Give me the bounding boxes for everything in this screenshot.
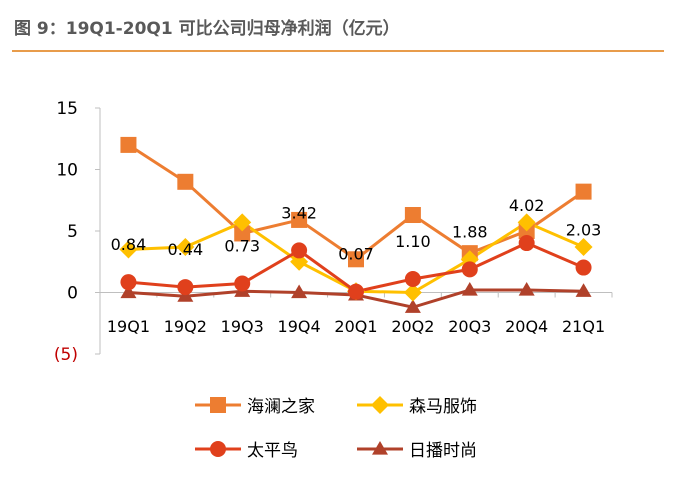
data-point [177, 173, 194, 190]
x-tick-label: 21Q1 [562, 317, 605, 336]
legend-item: 日播时尚 [357, 441, 477, 461]
data-point [575, 183, 592, 200]
data-point [120, 136, 137, 153]
legend-item: 海澜之家 [195, 397, 315, 417]
data-label: 1.88 [452, 222, 488, 241]
data-point [518, 235, 535, 252]
data-point [291, 284, 308, 299]
data-point [574, 237, 593, 256]
data-point [120, 284, 137, 299]
x-tick-label: 20Q2 [391, 317, 434, 336]
legend-item: 太平鸟 [195, 441, 298, 461]
data-point [234, 275, 251, 292]
legend-marker [372, 441, 388, 455]
data-point [291, 242, 308, 259]
data-point [233, 213, 252, 232]
data-labels: 0.84 0.44 0.73 3.42 0.07 1.10 1.88 4.02 2.03 [111, 196, 602, 264]
data-label: 0.07 [338, 245, 374, 264]
legend-label: 森马服饰 [409, 397, 477, 417]
data-point [291, 211, 308, 228]
legend-item: 森马服饰 [357, 396, 477, 417]
x-tick-label: 19Q2 [164, 317, 207, 336]
data-label: 0.44 [168, 240, 204, 259]
data-point [348, 251, 364, 268]
data-point [575, 283, 592, 297]
legend-marker [371, 396, 389, 414]
data-point [518, 282, 535, 296]
legend-label: 太平鸟 [247, 441, 298, 461]
data-point [517, 213, 536, 232]
title-divider [12, 50, 664, 52]
x-tick-label: 20Q3 [448, 317, 491, 336]
chart-title: 图 9：19Q1-20Q1 可比公司归母净利润（亿元） [14, 19, 400, 39]
x-tick-label: 20Q1 [334, 317, 377, 336]
data-point [120, 274, 137, 291]
legend-marker [210, 441, 226, 457]
data-point [404, 207, 421, 224]
data-point [404, 270, 421, 287]
chart-axes: 15 10 5 0 (5) 19Q1 19Q2 19Q3 19Q4 20Q1 20Q2 20Q3 20Q… [54, 99, 613, 365]
data-point [348, 283, 364, 300]
data-label: 2.03 [566, 221, 602, 240]
y-tick-label: 0 [67, 284, 78, 304]
data-point [119, 240, 138, 259]
data-label: 0.73 [224, 237, 260, 256]
y-tick-label: (5) [54, 345, 78, 365]
series-markers [119, 136, 593, 313]
data-label: 3.42 [281, 203, 317, 222]
data-point [234, 225, 251, 242]
x-tick-label: 20Q4 [505, 317, 548, 336]
data-point [461, 261, 478, 278]
x-tick-label: 19Q3 [221, 317, 264, 336]
x-tick-label: 19Q1 [107, 317, 150, 336]
data-point [461, 282, 478, 296]
y-tick-label: 15 [56, 99, 78, 119]
legend-marker [210, 397, 226, 413]
data-point [290, 252, 309, 271]
data-point [404, 299, 421, 313]
data-label: 1.10 [395, 232, 431, 251]
data-point [176, 237, 195, 256]
data-point [177, 279, 194, 296]
x-tick-label: 19Q4 [278, 317, 321, 336]
data-label: 4.02 [509, 196, 545, 215]
data-point [403, 283, 422, 302]
data-label: 0.84 [111, 235, 147, 254]
y-tick-label: 10 [56, 161, 78, 181]
data-point [575, 259, 592, 276]
legend-label: 日播时尚 [409, 441, 477, 461]
legend-label: 海澜之家 [247, 397, 315, 417]
y-tick-label: 5 [67, 222, 78, 242]
